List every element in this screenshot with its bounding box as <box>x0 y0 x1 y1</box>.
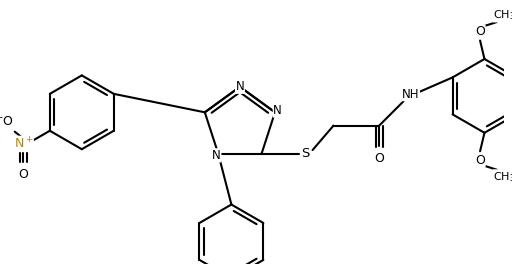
Text: N: N <box>236 80 244 93</box>
Text: NH: NH <box>402 88 419 101</box>
Text: O: O <box>475 25 485 38</box>
Text: N$^+$: N$^+$ <box>14 136 33 152</box>
Text: CH$_3$: CH$_3$ <box>494 8 512 22</box>
Text: S: S <box>302 147 310 160</box>
Text: O: O <box>475 153 485 166</box>
Text: N: N <box>212 149 221 162</box>
Text: $^{-}$O: $^{-}$O <box>0 114 14 127</box>
Text: CH$_3$: CH$_3$ <box>494 170 512 184</box>
Text: N: N <box>273 104 282 117</box>
Text: O: O <box>18 168 29 181</box>
Text: O: O <box>374 152 384 165</box>
